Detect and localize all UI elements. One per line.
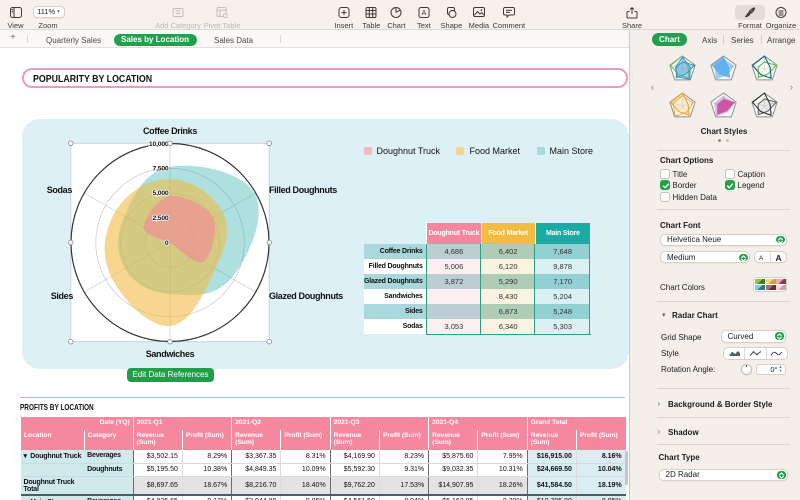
svg-text:7,500: 7,500: [152, 166, 168, 173]
svg-text:10,000: 10,000: [149, 141, 169, 148]
svg-text:2,500: 2,500: [152, 215, 168, 222]
svg-text:5,000: 5,000: [152, 190, 168, 197]
svg-text:0: 0: [165, 240, 169, 247]
svg-text:A: A: [422, 10, 427, 17]
